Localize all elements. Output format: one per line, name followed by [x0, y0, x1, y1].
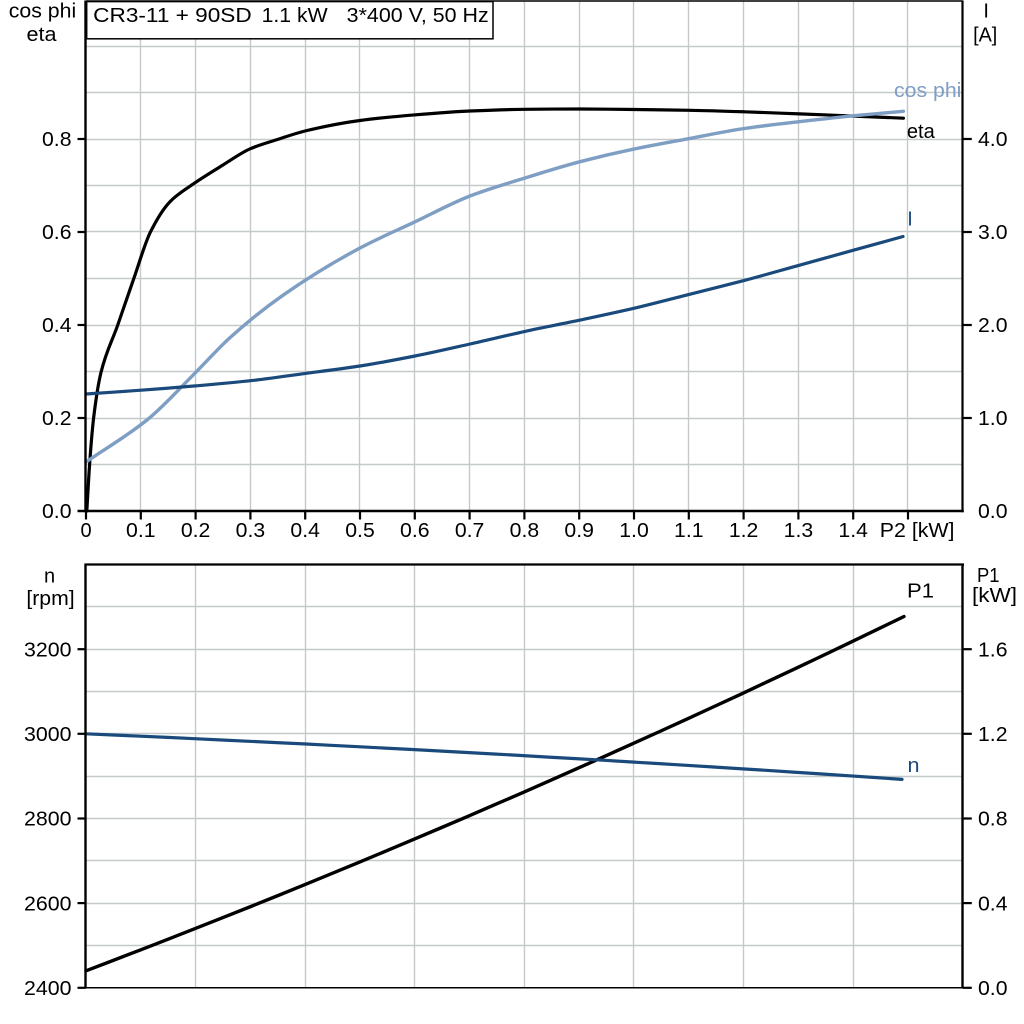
svg-text:I: I: [983, 1, 989, 23]
svg-text:0.4: 0.4: [42, 315, 72, 337]
svg-text:0.7: 0.7: [455, 520, 485, 542]
svg-text:0.3: 0.3: [236, 520, 266, 542]
svg-text:1.0: 1.0: [978, 408, 1008, 430]
svg-text:0.6: 0.6: [42, 222, 72, 244]
svg-text:1.1 kW: 1.1 kW: [262, 5, 328, 27]
svg-text:0.8: 0.8: [978, 809, 1008, 831]
svg-text:[rpm]: [rpm]: [26, 588, 74, 610]
svg-text:2.0: 2.0: [978, 315, 1008, 337]
svg-text:0.4: 0.4: [290, 520, 320, 542]
svg-text:1.2: 1.2: [729, 520, 759, 542]
svg-text:0.0: 0.0: [42, 501, 72, 523]
svg-text:3200: 3200: [24, 639, 72, 661]
svg-text:2600: 2600: [24, 893, 72, 915]
svg-text:CR3-11 + 90SD: CR3-11 + 90SD: [93, 5, 252, 27]
svg-text:cos phi: cos phi: [894, 80, 961, 102]
svg-text:P1: P1: [907, 581, 934, 603]
svg-text:[A]: [A]: [973, 25, 997, 47]
svg-text:1.6: 1.6: [978, 639, 1008, 661]
svg-text:[kW]: [kW]: [972, 585, 1017, 607]
svg-text:3000: 3000: [24, 724, 72, 746]
svg-text:0.5: 0.5: [345, 520, 375, 542]
svg-text:eta: eta: [27, 24, 58, 46]
svg-text:3*400 V, 50 Hz: 3*400 V, 50 Hz: [347, 5, 489, 27]
svg-text:2400: 2400: [24, 978, 72, 1000]
svg-text:1.1: 1.1: [674, 520, 704, 542]
svg-text:cos phi: cos phi: [9, 1, 76, 23]
svg-text:0: 0: [80, 520, 91, 542]
svg-text:4.0: 4.0: [978, 129, 1008, 151]
svg-text:2800: 2800: [24, 809, 72, 831]
svg-text:1.4: 1.4: [838, 520, 868, 542]
svg-text:n: n: [44, 566, 55, 588]
svg-text:1.0: 1.0: [619, 520, 649, 542]
svg-text:eta: eta: [907, 121, 936, 143]
svg-text:0.2: 0.2: [42, 408, 72, 430]
svg-text:0.0: 0.0: [978, 501, 1008, 523]
svg-text:1.3: 1.3: [784, 520, 814, 542]
svg-text:P2 [kW]: P2 [kW]: [880, 520, 955, 542]
svg-text:3.0: 3.0: [978, 222, 1008, 244]
svg-text:0.6: 0.6: [400, 520, 430, 542]
svg-text:0.1: 0.1: [126, 520, 156, 542]
svg-text:P1: P1: [977, 565, 1000, 587]
svg-text:0.8: 0.8: [510, 520, 540, 542]
svg-text:1.2: 1.2: [978, 724, 1008, 746]
svg-text:n: n: [908, 755, 920, 777]
svg-text:0.9: 0.9: [564, 520, 594, 542]
svg-text:0.8: 0.8: [42, 129, 72, 151]
svg-text:0.2: 0.2: [181, 520, 211, 542]
svg-text:I: I: [907, 209, 913, 231]
svg-text:0.4: 0.4: [978, 893, 1008, 915]
svg-text:0.0: 0.0: [978, 978, 1008, 1000]
